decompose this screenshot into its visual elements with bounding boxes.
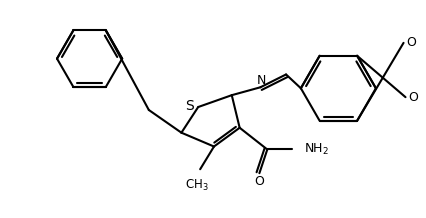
Text: CH$_3$: CH$_3$ (185, 178, 209, 193)
Text: NH$_2$: NH$_2$ (304, 142, 329, 157)
Text: O: O (409, 91, 418, 104)
Text: S: S (185, 99, 194, 113)
Text: N: N (257, 74, 266, 87)
Text: O: O (254, 175, 265, 187)
Text: O: O (406, 36, 416, 49)
